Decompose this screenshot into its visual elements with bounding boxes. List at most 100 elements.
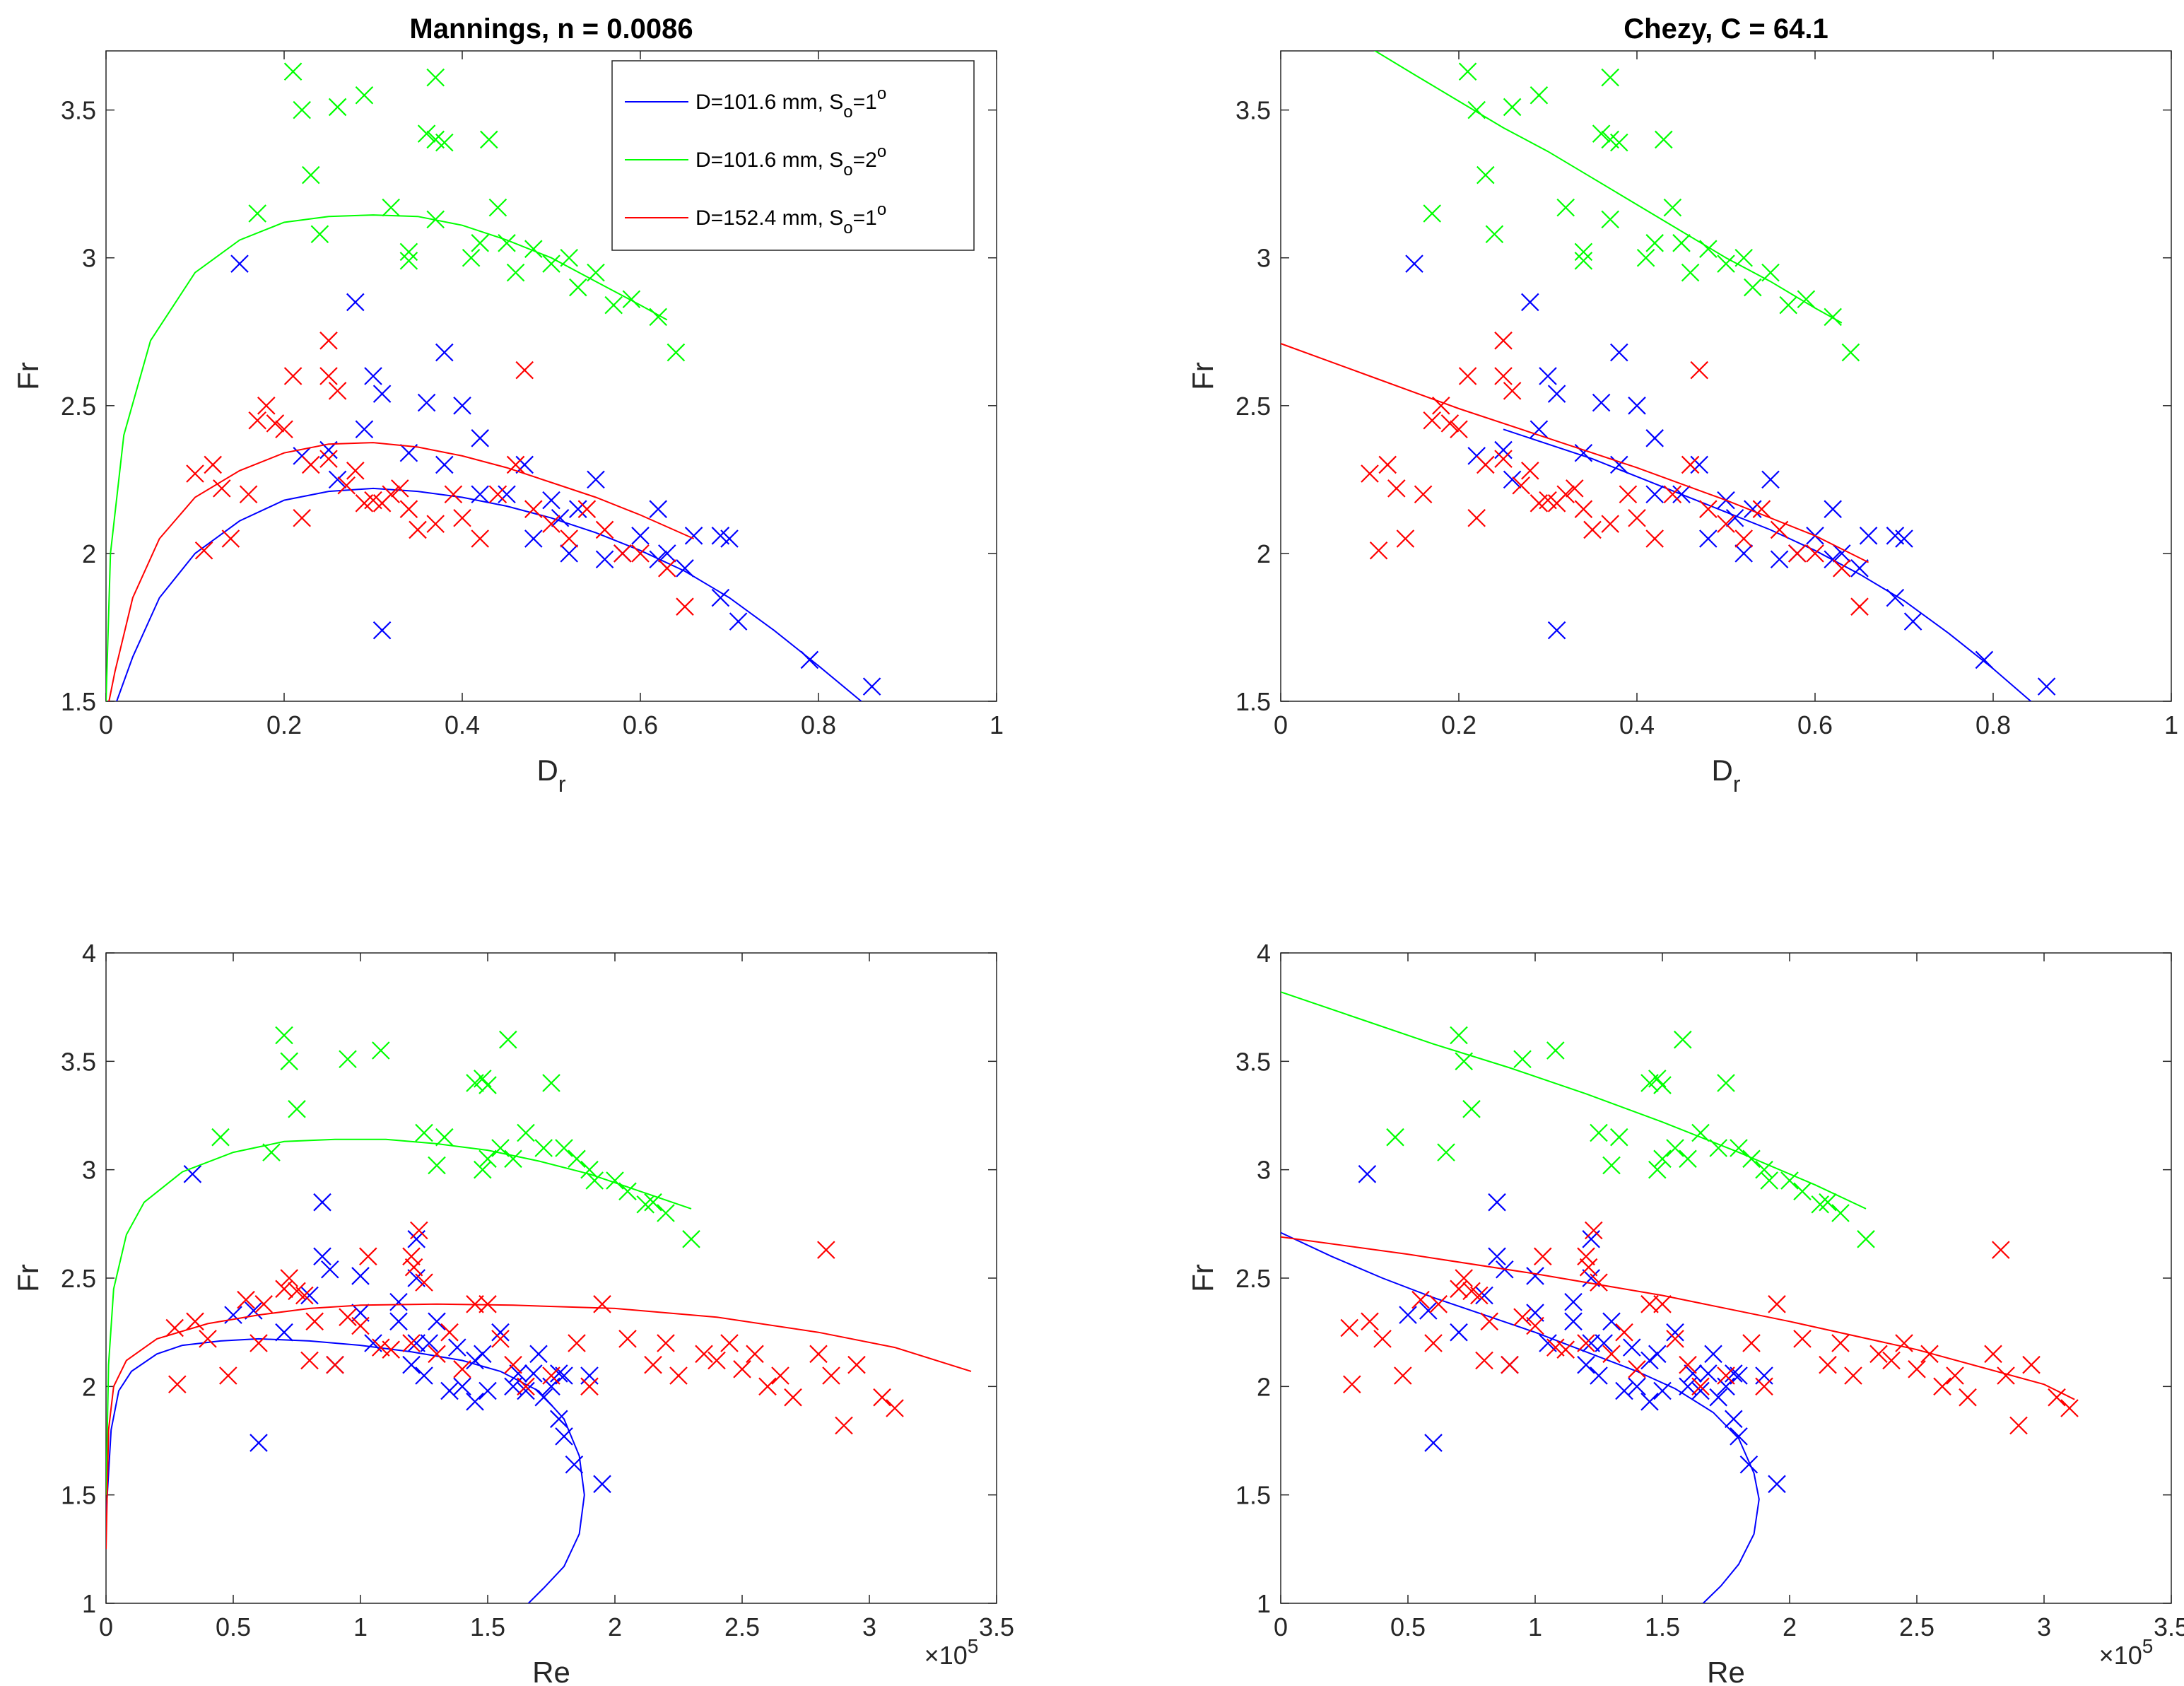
data-point bbox=[1730, 1366, 1748, 1385]
y-tick-label: 3 bbox=[82, 244, 96, 273]
data-point bbox=[1742, 1149, 1761, 1169]
data-point bbox=[391, 479, 409, 498]
data-point bbox=[453, 1377, 471, 1396]
y-tick-label: 2.5 bbox=[61, 392, 96, 421]
data-point bbox=[1663, 198, 1682, 217]
y-tick-label: 3.5 bbox=[61, 96, 96, 125]
data-point bbox=[631, 527, 650, 545]
data-point bbox=[1574, 443, 1593, 462]
legend-label-eq: =1 bbox=[853, 90, 877, 114]
data-point bbox=[491, 1323, 510, 1342]
x-tick-label: 1 bbox=[990, 710, 1004, 739]
data-point bbox=[1886, 588, 1905, 607]
data-point bbox=[515, 361, 534, 380]
data-point bbox=[186, 1312, 204, 1331]
data-point bbox=[1645, 429, 1664, 447]
data-point bbox=[1755, 1377, 1773, 1396]
data-point bbox=[275, 420, 293, 439]
data-point bbox=[733, 1360, 751, 1378]
chart-tr: 0 0.2 0.4 0.6 0.8 1 1.5 2 2.5 3 3.5 Chezy, C = 64.1… bbox=[1186, 13, 2178, 797]
data-point bbox=[550, 1410, 568, 1429]
data-point bbox=[319, 450, 338, 468]
data-point bbox=[428, 1156, 446, 1175]
data-point bbox=[319, 367, 338, 385]
fit-curve bbox=[106, 1337, 585, 1603]
data-point bbox=[1725, 1410, 1743, 1429]
data-point bbox=[1653, 1149, 1672, 1169]
x-tick-label: 0.4 bbox=[1619, 710, 1655, 739]
data-point bbox=[435, 343, 454, 362]
y-tick-label: 2.5 bbox=[61, 1264, 96, 1293]
data-point bbox=[1699, 1364, 1718, 1383]
y-axis-label: Fr bbox=[11, 1264, 45, 1292]
data-point bbox=[758, 1377, 777, 1396]
data-point bbox=[1494, 367, 1513, 385]
data-point bbox=[1793, 1330, 1812, 1348]
data-point bbox=[1526, 1304, 1544, 1322]
y-tick-label: 4 bbox=[1257, 939, 1271, 968]
data-point bbox=[1476, 165, 1495, 185]
x-axis-label: Dr bbox=[1712, 754, 1741, 797]
data-point bbox=[262, 1143, 281, 1161]
data-point bbox=[1432, 397, 1450, 415]
data-point bbox=[1717, 1074, 1735, 1092]
data-point bbox=[587, 470, 605, 489]
data-point bbox=[1361, 464, 1379, 483]
data-point bbox=[1761, 470, 1780, 489]
data-point bbox=[254, 1295, 273, 1313]
data-point bbox=[669, 1366, 688, 1385]
data-point bbox=[1824, 500, 1842, 518]
series-2 bbox=[108, 332, 695, 701]
data-point bbox=[466, 1295, 484, 1313]
data-point bbox=[372, 621, 392, 640]
data-point bbox=[1602, 1345, 1621, 1364]
data-point bbox=[1666, 1139, 1684, 1157]
data-point bbox=[657, 1204, 675, 1222]
data-point bbox=[407, 1334, 425, 1352]
data-point bbox=[1534, 1247, 1552, 1266]
data-point bbox=[372, 385, 392, 403]
x-tick-label: 0.6 bbox=[1797, 710, 1833, 739]
data-point bbox=[1780, 1171, 1799, 1190]
data-point bbox=[657, 1334, 675, 1352]
data-point bbox=[606, 1171, 624, 1190]
fit-curve bbox=[106, 1303, 972, 1550]
data-point bbox=[1610, 1128, 1628, 1147]
chart-bl: 0 0.5 1 1.5 2 2.5 3 3.5 1 1.5 2 2.5 3 3.5 4 Re Fr ×105 bbox=[11, 939, 1014, 1686]
data-point bbox=[1908, 1360, 1926, 1378]
data-point bbox=[1793, 1182, 1812, 1201]
y-tick-label: 2 bbox=[1257, 1372, 1271, 1401]
data-point bbox=[313, 1247, 331, 1266]
data-point bbox=[1440, 414, 1460, 433]
data-point bbox=[1691, 1381, 1710, 1400]
data-point bbox=[1770, 550, 1789, 569]
data-point bbox=[1859, 527, 1878, 545]
fit-curve bbox=[1281, 1236, 2075, 1400]
data-point bbox=[1530, 86, 1549, 105]
data-point bbox=[1992, 1241, 2010, 1259]
data-point bbox=[1717, 515, 1735, 533]
data-point bbox=[328, 382, 347, 400]
data-point bbox=[1623, 1338, 1641, 1357]
data-point bbox=[359, 1247, 377, 1266]
x-tick-label: 3.5 bbox=[979, 1612, 1014, 1641]
data-point bbox=[555, 1366, 573, 1385]
data-point bbox=[355, 86, 374, 105]
data-point bbox=[440, 1323, 459, 1342]
data-point bbox=[280, 1052, 298, 1071]
data-point bbox=[239, 485, 258, 504]
x-tick-label: 3.5 bbox=[2154, 1612, 2184, 1641]
data-point bbox=[1530, 420, 1549, 439]
data-point bbox=[1653, 1381, 1672, 1400]
data-point bbox=[499, 1030, 517, 1049]
data-point bbox=[293, 508, 311, 527]
data-point bbox=[560, 248, 578, 267]
series-1 bbox=[1373, 51, 1860, 362]
data-point bbox=[1640, 1393, 1659, 1411]
data-point bbox=[382, 1340, 400, 1359]
data-point bbox=[1494, 332, 1513, 350]
data-point bbox=[498, 485, 516, 504]
data-point bbox=[199, 1330, 217, 1348]
data-point bbox=[1513, 1308, 1532, 1326]
x-tick-label: 0.4 bbox=[445, 710, 480, 739]
